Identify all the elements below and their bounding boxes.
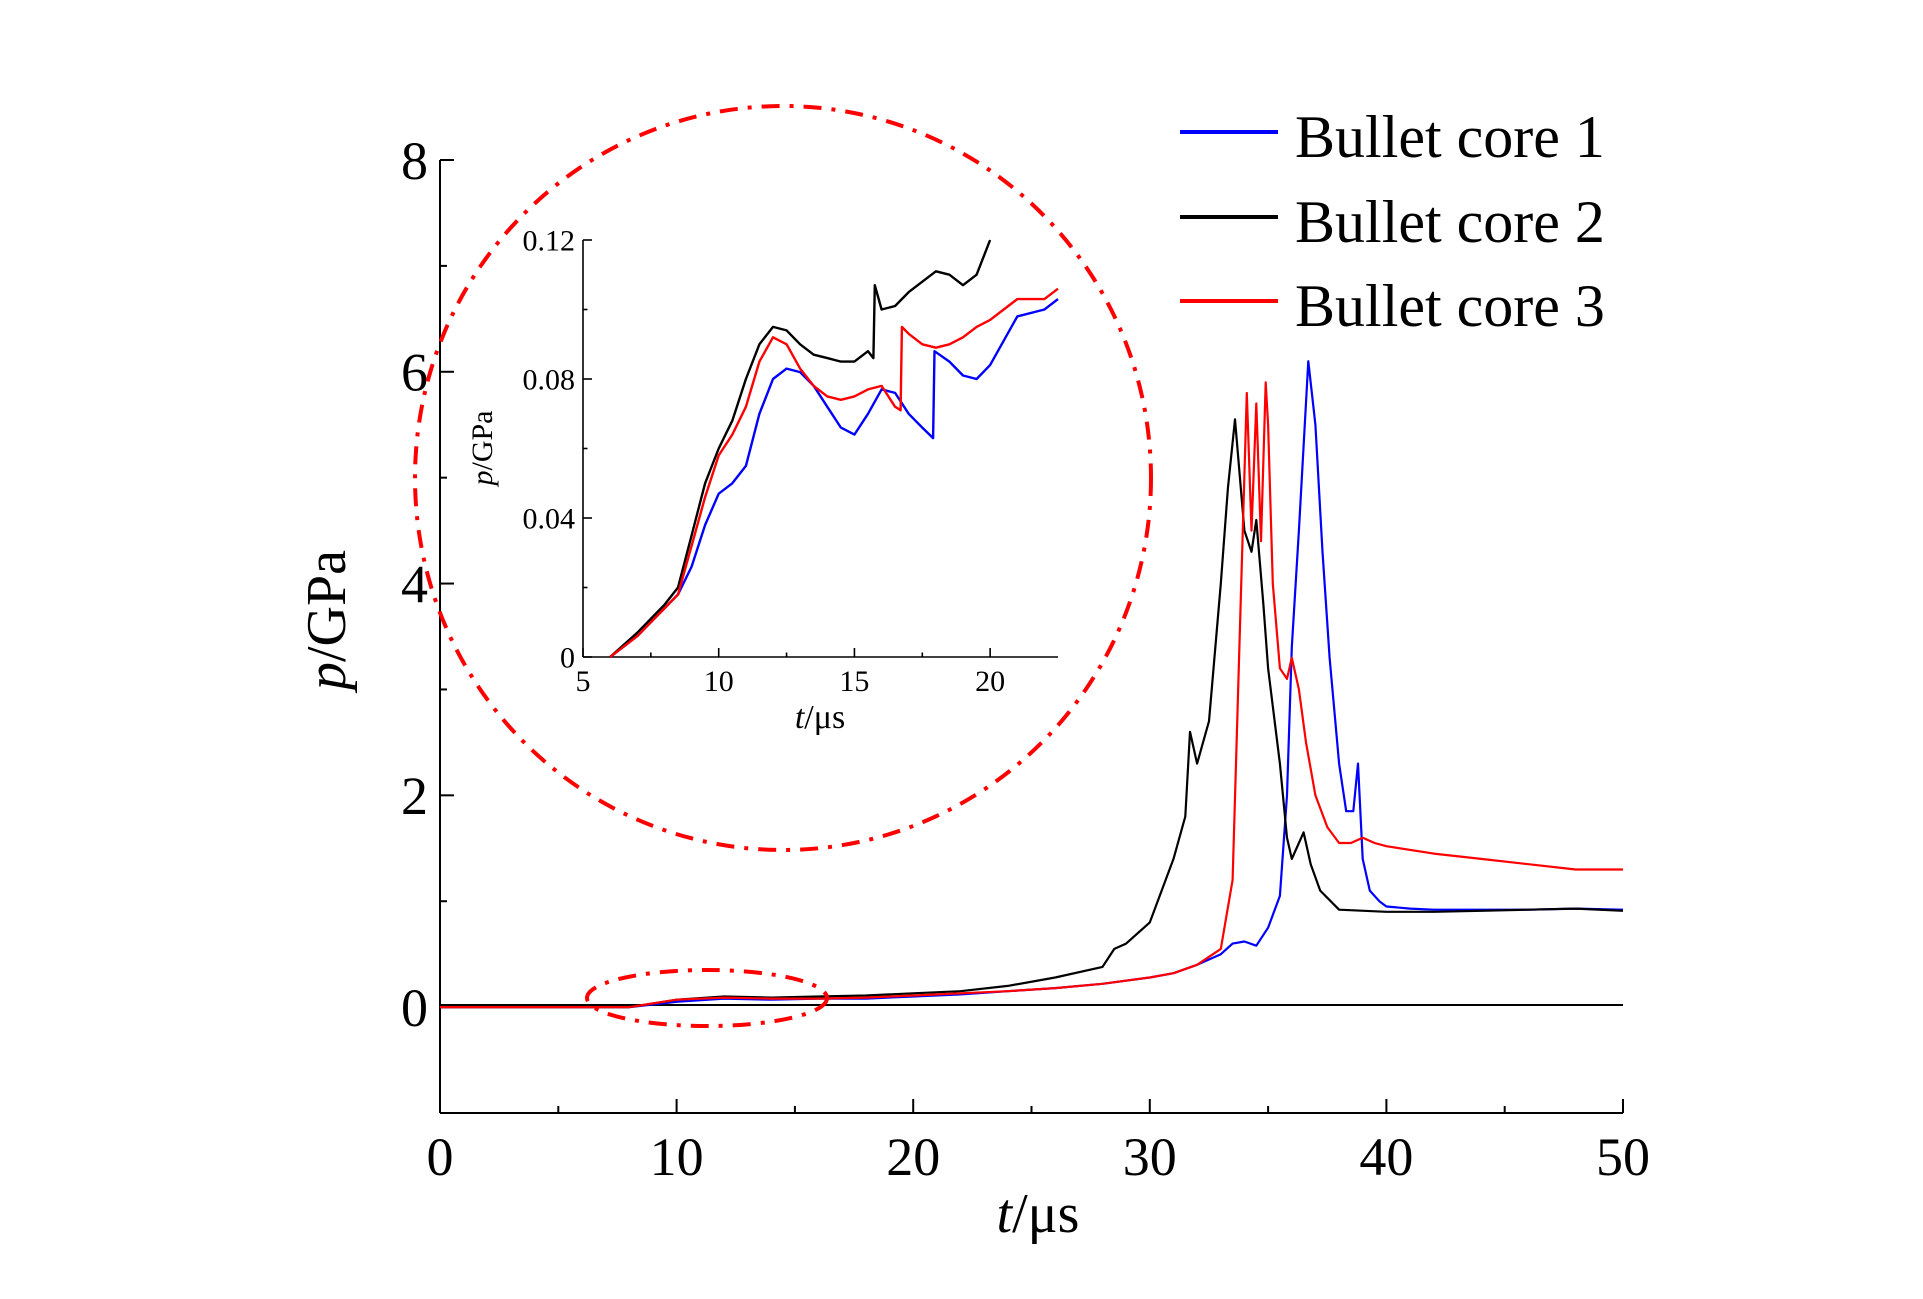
main-y-axis-title-var: p [296, 662, 358, 694]
legend-item: Bullet core 2 [1180, 189, 1605, 255]
inset-x-tick-label: 5 [576, 665, 591, 698]
inset-ticks: 5 10 15 20 0 0.04 0.08 0.12 [523, 225, 1006, 699]
legend-label-3: Bullet core 3 [1295, 273, 1605, 339]
main-x-axis-title-unit: /μs [1012, 1183, 1079, 1245]
main-y-tick-label: 4 [401, 554, 428, 614]
main-series [440, 360, 1624, 1009]
inset-series-line-2 [609, 239, 992, 658]
main-x-tick-label: 40 [1359, 1127, 1413, 1187]
zoom-region-ellipse [585, 968, 829, 1028]
inset-series-line-1 [609, 298, 1059, 658]
inset-plot: 5 10 15 20 0 0.04 0.08 0.12 t/μs p/GPa [466, 225, 1059, 736]
legend-item: Bullet core 1 [1180, 104, 1605, 170]
inset-y-axis-title-var: p [466, 471, 499, 488]
main-x-tick-label: 20 [886, 1127, 940, 1187]
main-series-line-1 [440, 360, 1624, 1009]
inset-y-tick-label: 0.08 [523, 364, 576, 397]
main-x-tick-label: 30 [1123, 1127, 1177, 1187]
legend: Bullet core 1 Bullet core 2 Bullet core … [1180, 104, 1605, 339]
main-y-tick-label: 2 [401, 766, 428, 826]
main-x-axis-title-var: t [997, 1183, 1014, 1245]
main-y-tick-label: 8 [401, 131, 428, 191]
main-x-tick-label: 10 [650, 1127, 704, 1187]
inset-x-axis-title: t/μs [795, 699, 845, 736]
inset-series-line-3 [609, 287, 1059, 658]
legend-item: Bullet core 3 [1180, 273, 1605, 339]
main-y-tick-label: 0 [401, 978, 428, 1038]
inset-x-axis-title-var: t [795, 699, 806, 736]
main-y-axis-title-unit: /GPa [296, 550, 358, 662]
inset-callout-circle [413, 104, 1153, 852]
inset-y-axis-title-unit: /GPa [466, 411, 499, 471]
main-x-tick-label: 50 [1596, 1127, 1650, 1187]
inset-series [609, 239, 1059, 658]
main-x-axis-title: t/μs [997, 1183, 1080, 1245]
main-series-line-3 [440, 381, 1623, 1009]
legend-label-1: Bullet core 1 [1295, 104, 1605, 170]
main-x-tick-label: 0 [427, 1127, 454, 1187]
inset-x-tick-label: 10 [704, 665, 734, 698]
main-y-axis-title: p/GPa [296, 550, 358, 694]
inset-x-tick-label: 20 [975, 665, 1005, 698]
legend-label-2: Bullet core 2 [1295, 189, 1605, 255]
main-series-line-2 [440, 418, 1624, 1009]
inset-y-tick-label: 0 [560, 642, 575, 675]
inset-y-axis-title: p/GPa [466, 411, 499, 488]
inset-x-tick-label: 15 [839, 665, 869, 698]
inset-y-tick-label: 0.12 [523, 225, 576, 258]
inset-y-tick-label: 0.04 [523, 503, 576, 536]
inset-x-axis-title-unit: /μs [804, 699, 845, 736]
